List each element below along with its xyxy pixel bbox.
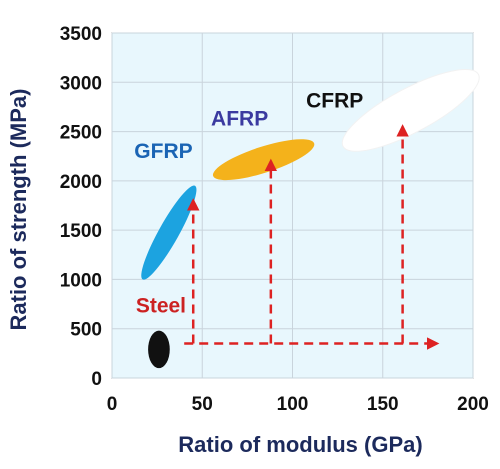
x-axis-label: Ratio of modulus (GPa) [178,432,422,457]
y-tick-label: 2000 [60,172,102,193]
x-tick-label: 100 [277,394,309,415]
mark-gfrp [141,185,197,280]
mark-steel [148,330,170,369]
label-steel: Steel [136,295,186,318]
y-tick-label: 1000 [60,270,102,291]
x-tick-label: 200 [457,394,489,415]
y-tick-label: 500 [70,320,102,341]
y-tick-label: 2500 [60,123,102,144]
x-tick-label: 150 [367,394,399,415]
label-afrp: AFRP [211,107,268,130]
data-marks [141,68,480,369]
series-labels: Steel GFRP AFRP CFRP [134,89,363,317]
y-tick-label: 1500 [60,221,102,242]
label-cfrp: CFRP [306,89,363,112]
y-tick-label: 3000 [60,73,102,94]
label-gfrp: GFRP [134,140,192,163]
mark-afrp [212,139,315,181]
arrows [184,124,440,350]
x-tick-label: 50 [192,394,213,415]
y-tick-label: 0 [91,369,102,390]
x-tick-label: 0 [107,394,118,415]
y-tick-label: 3500 [60,24,102,45]
y-axis-label: Ratio of strength (MPa) [6,89,31,331]
mark-cfrp [341,68,480,152]
